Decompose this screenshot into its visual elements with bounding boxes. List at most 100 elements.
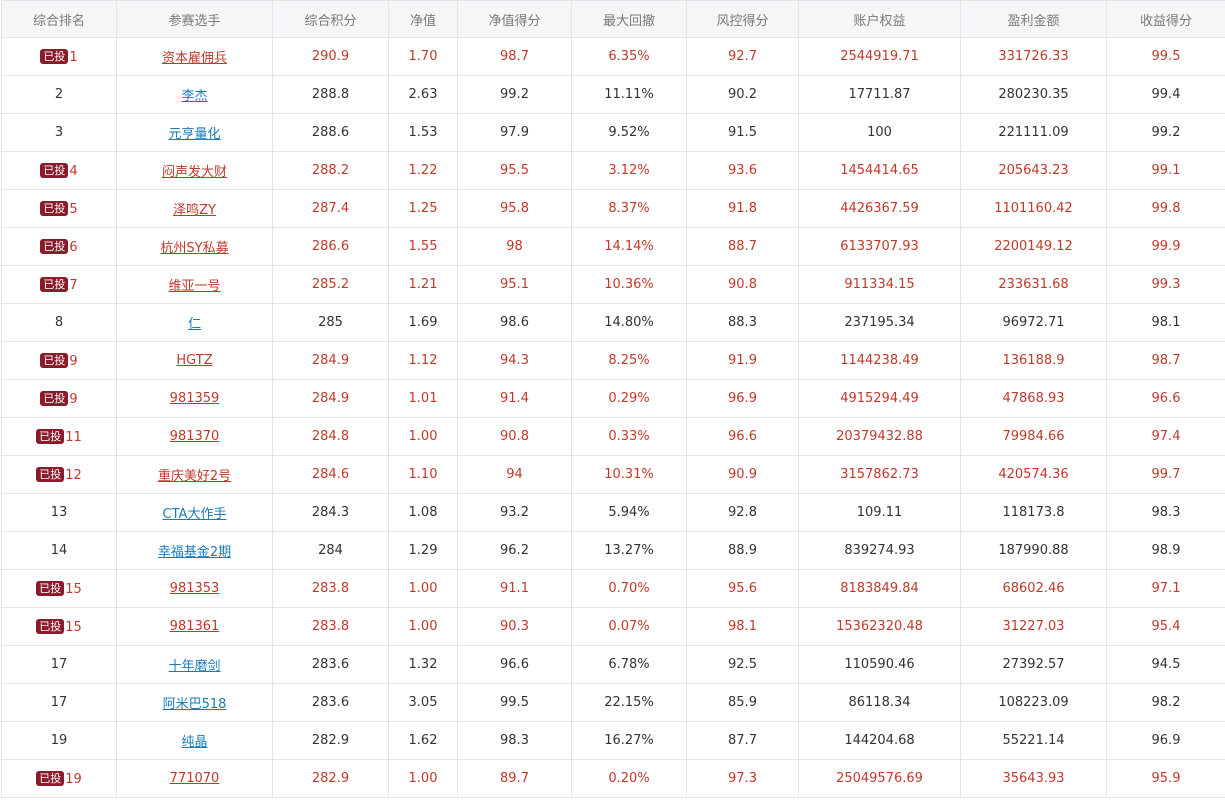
- header-profit[interactable]: 盈利金额: [960, 0, 1107, 38]
- risk-score-cell: 96.6: [686, 417, 799, 456]
- nav-score-cell: 89.7: [457, 759, 572, 798]
- rank-value: 2: [54, 87, 64, 102]
- risk-score-cell: 90.9: [686, 455, 799, 494]
- account-equity-cell: 237195.34: [798, 303, 961, 342]
- participant-link[interactable]: 981370: [169, 429, 220, 444]
- nav-score-cell: 91.4: [457, 379, 572, 418]
- total-score-cell: 288.6: [272, 113, 389, 152]
- table-row: 19 纯晶 282.9 1.62 98.3 16.27% 87.7 144204.68 5522…: [1, 721, 1225, 760]
- risk-score-cell: 96.9: [686, 379, 799, 418]
- participant-link[interactable]: HGTZ: [176, 353, 213, 368]
- header-participant[interactable]: 参赛选手: [116, 0, 273, 38]
- participant-link[interactable]: 杭州SY私募: [160, 241, 229, 256]
- participant-link[interactable]: 重庆美好2号: [157, 469, 232, 484]
- invested-badge: 已投: [40, 162, 69, 178]
- participant-link[interactable]: 仁: [187, 317, 201, 332]
- participant-link[interactable]: 幸福基金2期: [157, 545, 232, 560]
- nav-score-cell: 94.3: [457, 341, 572, 380]
- nav-cell: 1.00: [388, 417, 458, 456]
- profit-cell: 35643.93: [960, 759, 1107, 798]
- total-score-cell: 288.2: [272, 151, 389, 190]
- rank-cell: 已投 7: [1, 265, 117, 304]
- header-risk-score[interactable]: 风控得分: [686, 0, 799, 38]
- participant-cell: 维亚一号: [116, 265, 273, 304]
- header-rank[interactable]: 综合排名: [1, 0, 117, 38]
- invested-badge: 已投: [40, 200, 69, 216]
- participant-link[interactable]: 闷声发大财: [161, 165, 227, 180]
- profit-cell: 47868.93: [960, 379, 1107, 418]
- participant-link[interactable]: 李杰: [181, 89, 208, 104]
- participant-cell: 771070: [116, 759, 273, 798]
- nav-score-cell: 95.1: [457, 265, 572, 304]
- header-account-equity[interactable]: 账户权益: [798, 0, 961, 38]
- table-row: 8 仁 285 1.69 98.6 14.80% 88.3 237195.34 96972.71…: [1, 303, 1225, 342]
- invested-badge: 已投: [40, 390, 69, 406]
- profit-cell: 331726.33: [960, 37, 1107, 76]
- participant-link[interactable]: 771070: [169, 771, 220, 786]
- header-nav-score[interactable]: 净值得分: [457, 0, 572, 38]
- max-drawdown-cell: 13.27%: [571, 531, 687, 570]
- participant-cell: 纯晶: [116, 721, 273, 760]
- max-drawdown-cell: 10.36%: [571, 265, 687, 304]
- header-return-score[interactable]: 收益得分: [1106, 0, 1225, 38]
- total-score-cell: 282.9: [272, 759, 389, 798]
- total-score-cell: 287.4: [272, 189, 389, 228]
- account-equity-cell: 100: [798, 113, 961, 152]
- risk-score-cell: 92.8: [686, 493, 799, 532]
- return-score-cell: 99.3: [1106, 265, 1225, 304]
- participant-link[interactable]: 阿米巴518: [162, 697, 227, 712]
- invested-badge: 已投: [40, 48, 69, 64]
- nav-cell: 1.00: [388, 607, 458, 646]
- participant-link[interactable]: 981359: [169, 391, 220, 406]
- participant-link[interactable]: 纯晶: [181, 735, 208, 750]
- participant-link[interactable]: 维亚一号: [168, 279, 221, 294]
- profit-cell: 420574.36: [960, 455, 1107, 494]
- invested-badge: 已投: [40, 276, 69, 292]
- profit-cell: 31227.03: [960, 607, 1107, 646]
- account-equity-cell: 20379432.88: [798, 417, 961, 456]
- max-drawdown-cell: 11.11%: [571, 75, 687, 114]
- participant-link[interactable]: 泽鸣ZY: [173, 203, 216, 218]
- total-score-cell: 284.6: [272, 455, 389, 494]
- profit-cell: 280230.35: [960, 75, 1107, 114]
- max-drawdown-cell: 3.12%: [571, 151, 687, 190]
- return-score-cell: 95.4: [1106, 607, 1225, 646]
- nav-score-cell: 99.5: [457, 683, 572, 722]
- risk-score-cell: 92.7: [686, 37, 799, 76]
- return-score-cell: 99.7: [1106, 455, 1225, 494]
- nav-cell: 1.55: [388, 227, 458, 266]
- table-row: 已投 5 泽鸣ZY 287.4 1.25 95.8 8.37% 91.8 4426367.59 1…: [1, 189, 1225, 228]
- invested-badge: 已投: [36, 466, 65, 482]
- rank-cell: 已投 15: [1, 569, 117, 608]
- participant-cell: CTA大作手: [116, 493, 273, 532]
- nav-cell: 1.08: [388, 493, 458, 532]
- participant-cell: 李杰: [116, 75, 273, 114]
- nav-cell: 3.05: [388, 683, 458, 722]
- rank-cell: 已投 19: [1, 759, 117, 798]
- participant-link[interactable]: 981353: [169, 581, 220, 596]
- participant-cell: 杭州SY私募: [116, 227, 273, 266]
- rank-cell: 3: [1, 113, 117, 152]
- header-max-drawdown[interactable]: 最大回撤: [571, 0, 687, 38]
- table-row: 2 李杰 288.8 2.63 99.2 11.11% 90.2 17711.87 280230…: [1, 75, 1225, 114]
- table-row: 已投 1 资本雇佣兵 290.9 1.70 98.7 6.35% 92.7 2544919.71…: [1, 37, 1225, 76]
- table-row: 3 元亨量化 288.6 1.53 97.9 9.52% 91.5 100 221111.09 9…: [1, 113, 1225, 152]
- participant-cell: 阿米巴518: [116, 683, 273, 722]
- participant-link[interactable]: CTA大作手: [162, 507, 227, 522]
- participant-cell: 十年磨剑: [116, 645, 273, 684]
- participant-link[interactable]: 981361: [169, 619, 220, 634]
- participant-cell: 981370: [116, 417, 273, 456]
- account-equity-cell: 109.11: [798, 493, 961, 532]
- header-nav[interactable]: 净值: [388, 0, 458, 38]
- return-score-cell: 98.1: [1106, 303, 1225, 342]
- participant-link[interactable]: 元亨量化: [168, 127, 221, 142]
- max-drawdown-cell: 6.78%: [571, 645, 687, 684]
- participant-link[interactable]: 十年磨剑: [168, 659, 221, 674]
- participant-cell: 981353: [116, 569, 273, 608]
- participant-cell: 元亨量化: [116, 113, 273, 152]
- max-drawdown-cell: 8.25%: [571, 341, 687, 380]
- risk-score-cell: 87.7: [686, 721, 799, 760]
- return-score-cell: 96.9: [1106, 721, 1225, 760]
- header-total-score[interactable]: 综合积分: [272, 0, 389, 38]
- participant-link[interactable]: 资本雇佣兵: [161, 51, 227, 66]
